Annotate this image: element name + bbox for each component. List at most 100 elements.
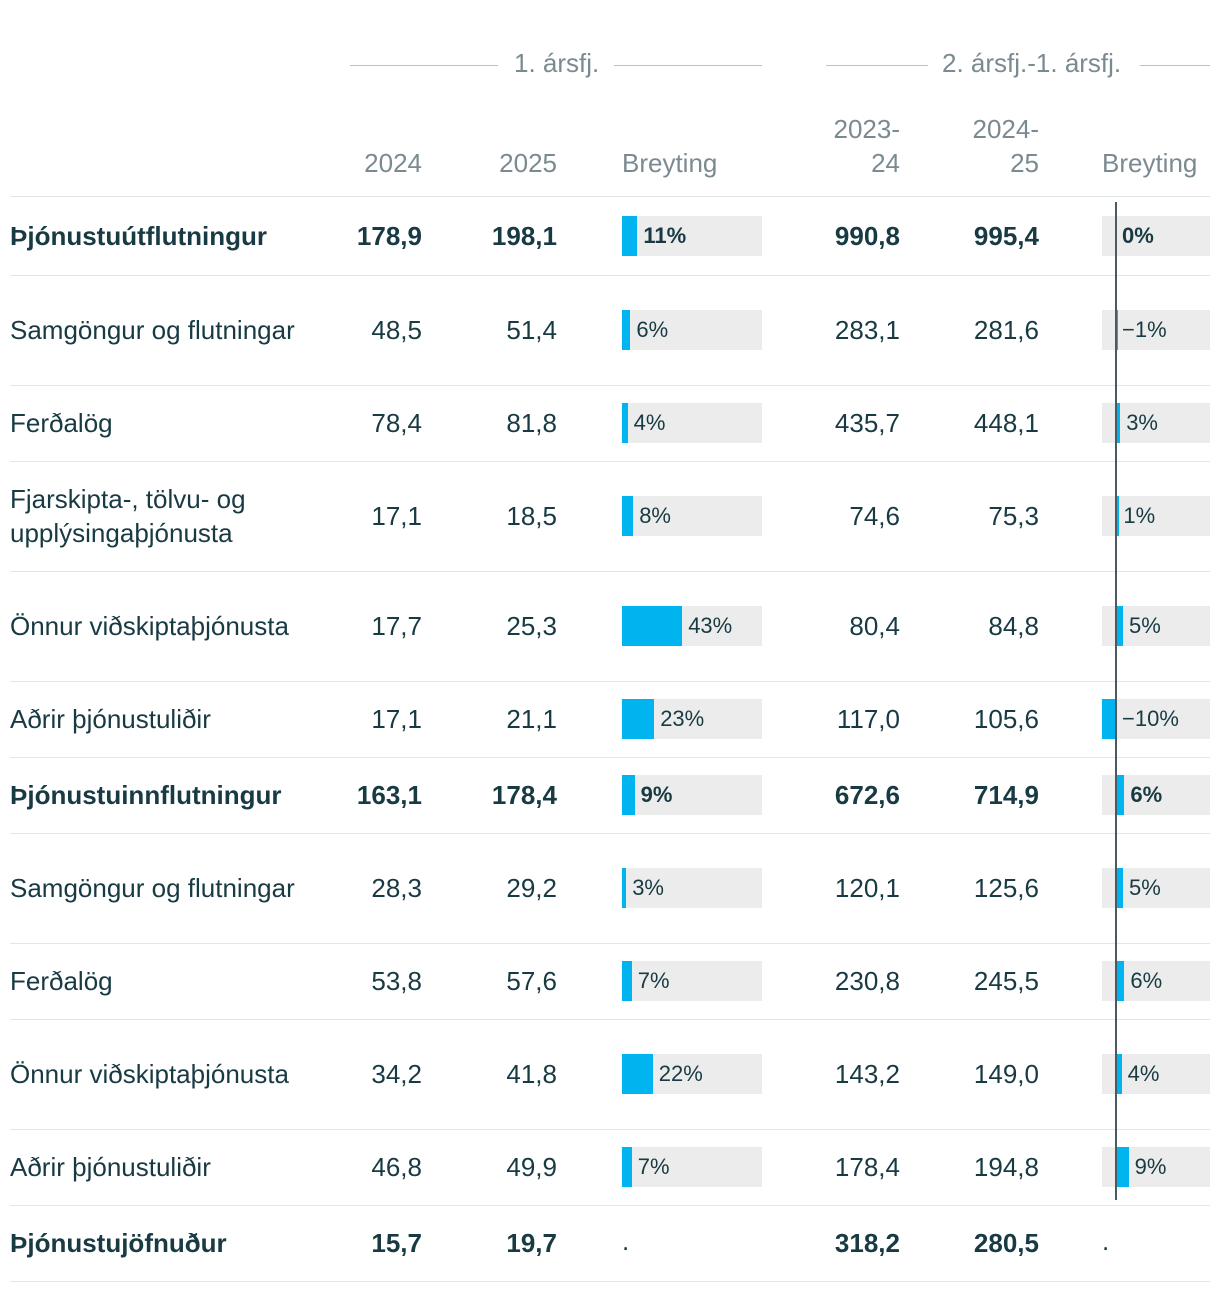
change-bar <box>622 1147 632 1187</box>
change-bar-track <box>622 1147 762 1187</box>
change-label: . <box>1102 1226 1110 1256</box>
cell-2024-25: 194,8 <box>973 1152 1039 1182</box>
column-header-2023-24: 2023- 24 <box>833 114 901 178</box>
header-divider <box>10 196 1210 197</box>
cell-2023-24: 318,2 <box>834 1228 900 1258</box>
change-bar-track <box>1102 496 1210 536</box>
change-label: 1% <box>1123 503 1156 528</box>
cell-2025: 41,8 <box>506 1059 557 1089</box>
group-label-h: 2. ársfj.-1. ársfj. <box>942 48 1122 78</box>
cell-2024: 34,2 <box>371 1059 422 1089</box>
row-label: Samgöngur og flutningar <box>10 315 295 345</box>
change-label: 9% <box>1134 1154 1167 1179</box>
cell-2024: 163,1 <box>356 780 422 810</box>
row-divider <box>10 1019 1210 1020</box>
cell-2023-24: 230,8 <box>834 966 900 996</box>
group-rule-right <box>1140 65 1210 66</box>
row-divider <box>10 1281 1210 1282</box>
change-label: −1% <box>1122 317 1167 342</box>
cell-2024-25: 75,3 <box>988 501 1039 531</box>
cell-2025: 51,4 <box>506 315 557 345</box>
change-bar <box>622 403 628 443</box>
change-bar <box>1116 1147 1129 1187</box>
cell-2023-24: 143,2 <box>834 1059 900 1089</box>
cell-2024-25: 105,6 <box>973 704 1039 734</box>
group-header-q1: 1. ársfj. <box>350 48 762 82</box>
cell-2023-24: 117,0 <box>836 704 900 734</box>
cell-2023-24: 74,6 <box>849 501 900 531</box>
cell-2025: 25,3 <box>506 611 557 641</box>
row-divider <box>10 943 1210 944</box>
change-label: 11% <box>643 223 687 248</box>
row-divider <box>10 681 1210 682</box>
cell-2024: 53,8 <box>371 966 422 996</box>
cell-2023-24: 435,7 <box>834 408 900 438</box>
column-header-2024: 2024 <box>364 148 422 178</box>
row-label: Þjónustujöfnuður <box>10 1228 227 1258</box>
cell-2024-25: 448,1 <box>973 408 1039 438</box>
change-bar <box>1116 961 1125 1001</box>
row-label: Þjónustuinnflutningur <box>10 780 282 810</box>
change-bar-track <box>622 775 762 815</box>
change-label: 4% <box>633 410 666 435</box>
cell-2024-25: 995,4 <box>973 221 1039 251</box>
cell-2023-24: 178,4 <box>834 1152 900 1182</box>
row-divider <box>10 275 1210 276</box>
cell-2023-24: 283,1 <box>834 315 900 345</box>
change-bar-track <box>622 961 762 1001</box>
change-label: 7% <box>637 968 670 993</box>
change-label: 43% <box>688 613 733 638</box>
change-bar <box>1116 1054 1122 1094</box>
group-rule-left <box>350 65 498 66</box>
change-bar-track <box>622 310 762 350</box>
change-bar <box>622 496 634 536</box>
change-bar <box>622 775 635 815</box>
change-bar <box>622 216 638 256</box>
cell-2023-24: 990,8 <box>834 221 900 251</box>
cell-2025: 18,5 <box>506 501 557 531</box>
row-divider <box>10 571 1210 572</box>
change-label: 23% <box>660 706 705 731</box>
row-label: Aðrir þjónustuliðir <box>10 704 211 734</box>
cell-2024: 46,8 <box>371 1152 422 1182</box>
column-header-2024-25: 2024- 25 <box>972 114 1040 178</box>
cell-2024: 78,4 <box>371 408 422 438</box>
change-bar-track <box>1102 216 1210 256</box>
cell-2025: 198,1 <box>491 221 557 251</box>
change-bar <box>1116 496 1119 536</box>
row-label: Önnur viðskiptaþjónusta <box>10 611 289 641</box>
cell-2023-24: 120,1 <box>834 873 900 903</box>
cell-2025: 29,2 <box>506 873 557 903</box>
change-label: 0% <box>1122 223 1154 248</box>
row-label: Aðrir þjónustuliðir <box>10 1152 211 1182</box>
change-bar <box>1116 403 1121 443</box>
cell-2024: 15,7 <box>371 1228 422 1258</box>
change-bar <box>1116 775 1125 815</box>
cell-2024-25: 281,6 <box>973 315 1039 345</box>
row-divider <box>10 461 1210 462</box>
change-bar <box>622 699 655 739</box>
cell-2024: 48,5 <box>371 315 422 345</box>
cell-2024-25: 245,5 <box>973 966 1039 996</box>
change-bar <box>622 310 631 350</box>
cell-2024-25: 84,8 <box>988 611 1039 641</box>
group-rule-right <box>614 65 762 66</box>
cell-2025: 49,9 <box>506 1152 557 1182</box>
change-label: 3% <box>1126 410 1158 435</box>
group-header-h: 2. ársfj.-1. ársfj. <box>826 48 1210 82</box>
row-label: Ferðalög <box>10 966 113 996</box>
cell-2024: 17,1 <box>371 501 422 531</box>
change-label: 3% <box>632 875 664 900</box>
row-label: Þjónustuútflutningur <box>10 221 268 251</box>
change-bar-track <box>622 216 762 256</box>
cell-2023-24: 672,6 <box>834 780 900 810</box>
row-divider <box>10 385 1210 386</box>
row-divider <box>10 833 1210 834</box>
change-label: 22% <box>658 1061 703 1086</box>
cell-2025: 178,4 <box>491 780 557 810</box>
change-bar <box>622 961 632 1001</box>
cell-2024-25: 125,6 <box>973 873 1039 903</box>
change-label: 9% <box>640 782 673 807</box>
change-label: 5% <box>1129 613 1161 638</box>
column-header-2025: 2025 <box>499 148 557 178</box>
